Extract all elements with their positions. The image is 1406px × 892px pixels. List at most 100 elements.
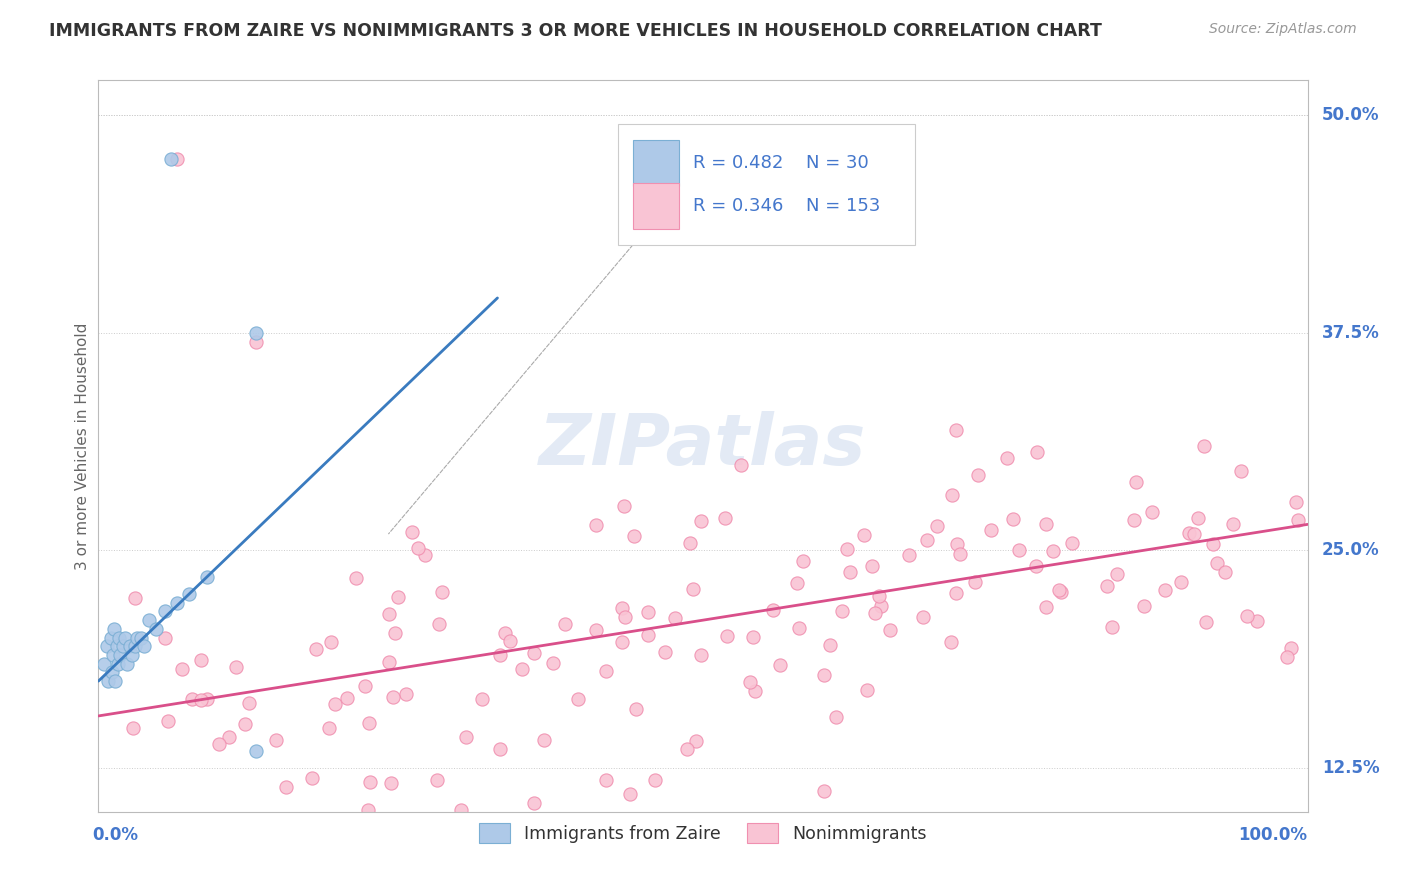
Point [787, 621, 810, 635]
Point [266, 733, 288, 747]
Point [156, 714, 179, 728]
Text: 25.0%: 25.0% [1322, 541, 1379, 559]
Point [637, 628, 659, 642]
Text: ZIPatlas: ZIPatlas [540, 411, 866, 481]
Point [624, 702, 647, 716]
FancyBboxPatch shape [619, 124, 915, 244]
Point [172, 662, 194, 676]
Point [179, 587, 201, 601]
Point [1125, 475, 1147, 489]
Point [321, 635, 343, 649]
Point [406, 541, 429, 556]
Point [301, 771, 323, 785]
Point [124, 640, 146, 654]
FancyBboxPatch shape [633, 140, 679, 186]
Text: N = 153: N = 153 [806, 197, 880, 215]
Point [613, 610, 636, 624]
Point [245, 334, 267, 349]
Point [378, 607, 401, 622]
Point [915, 533, 938, 548]
Point [1049, 582, 1071, 597]
Point [995, 451, 1018, 466]
Point [160, 152, 183, 166]
Point [1285, 494, 1308, 508]
Point [813, 668, 835, 682]
Point [1153, 582, 1175, 597]
Point [134, 640, 156, 654]
Point [1142, 504, 1164, 518]
Point [384, 626, 406, 640]
Y-axis label: 3 or more Vehicles in Household: 3 or more Vehicles in Household [75, 322, 90, 570]
Point [454, 731, 477, 745]
Point [1230, 464, 1253, 478]
Point [335, 691, 357, 706]
Point [190, 653, 212, 667]
Point [111, 640, 134, 654]
Point [1123, 512, 1146, 526]
FancyBboxPatch shape [633, 184, 679, 228]
Point [238, 697, 260, 711]
Point [166, 152, 188, 166]
Point [1060, 536, 1083, 550]
Point [498, 633, 520, 648]
Point [195, 691, 218, 706]
Point [153, 631, 176, 645]
Point [925, 518, 948, 533]
Point [1025, 558, 1047, 573]
Point [359, 715, 381, 730]
Point [380, 775, 402, 789]
Point [714, 510, 737, 524]
Point [190, 692, 212, 706]
Point [208, 737, 231, 751]
Point [1279, 641, 1302, 656]
Point [965, 575, 987, 590]
Point [100, 665, 122, 680]
Point [124, 591, 146, 606]
Point [93, 657, 115, 671]
Point [613, 499, 636, 513]
Point [879, 623, 901, 637]
Point [96, 640, 118, 654]
Point [911, 609, 934, 624]
Point [325, 697, 347, 711]
Point [233, 716, 256, 731]
Point [318, 722, 340, 736]
Point [654, 644, 676, 658]
Point [820, 638, 842, 652]
Point [949, 547, 972, 561]
Point [533, 733, 555, 747]
Text: R = 0.482: R = 0.482 [693, 154, 783, 172]
Point [637, 605, 659, 619]
Point [825, 710, 848, 724]
Point [1213, 565, 1236, 579]
Point [831, 604, 853, 618]
Point [945, 424, 967, 438]
Point [682, 582, 704, 596]
Point [488, 648, 510, 663]
Text: Source: ZipAtlas.com: Source: ZipAtlas.com [1209, 22, 1357, 37]
Text: N = 30: N = 30 [806, 154, 869, 172]
Point [1222, 517, 1244, 532]
Point [413, 548, 436, 562]
Point [689, 648, 711, 663]
Point [387, 591, 409, 605]
Point [939, 635, 962, 649]
Point [786, 576, 808, 591]
Point [762, 603, 785, 617]
Text: 12.5%: 12.5% [1322, 759, 1379, 777]
Point [946, 536, 969, 550]
Point [101, 648, 124, 662]
Point [585, 517, 607, 532]
Legend: Immigrants from Zaire, Nonimmigrants: Immigrants from Zaire, Nonimmigrants [479, 823, 927, 843]
Point [471, 692, 494, 706]
Point [945, 586, 967, 600]
Point [145, 622, 167, 636]
Point [1246, 614, 1268, 628]
Point [344, 571, 367, 585]
Point [523, 647, 546, 661]
Point [740, 675, 762, 690]
Text: IMMIGRANTS FROM ZAIRE VS NONIMMIGRANTS 3 OR MORE VEHICLES IN HOUSEHOLD CORRELATI: IMMIGRANTS FROM ZAIRE VS NONIMMIGRANTS 3… [49, 22, 1102, 40]
Point [585, 623, 607, 637]
Point [623, 529, 645, 543]
Point [1002, 512, 1025, 526]
